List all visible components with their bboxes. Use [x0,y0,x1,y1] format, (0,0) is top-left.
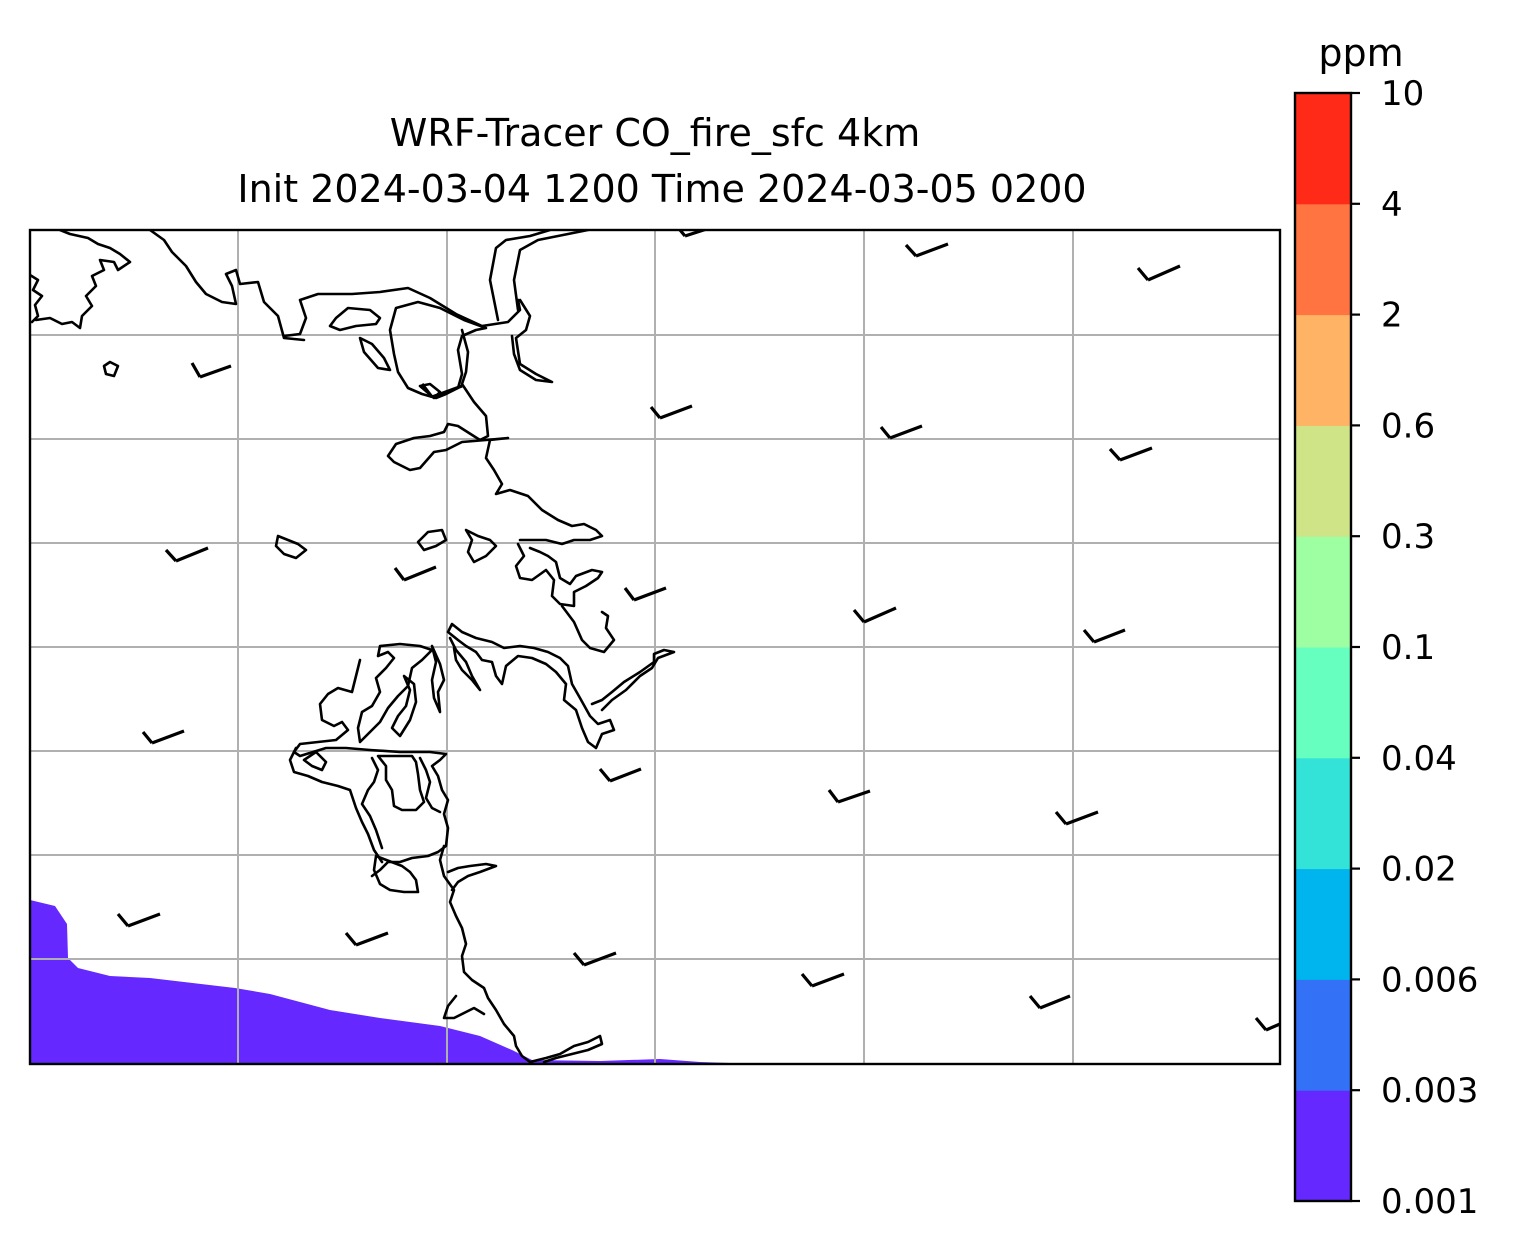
colorbar-band [1295,647,1351,759]
wind-barb [393,565,437,582]
wind-barb [1054,810,1099,826]
colorbar-ticks: 0.001 0.003 0.006 0.02 0.04 0.1 0.3 0.6 2 4 10 [1351,74,1478,1222]
colorbar-band [1295,536,1351,648]
colorbar-unit-label: ppm [1318,31,1403,75]
colorbar-tick-label: 0.006 [1381,960,1478,1000]
wind-barb [1028,994,1071,1010]
colorbar-tick-label: 0.3 [1381,517,1435,557]
wind-barb [852,606,897,624]
colorbar-tick-label: 0.001 [1381,1182,1478,1222]
wind-barb [572,951,617,967]
wind-barb [800,972,845,988]
wind-barb [1108,446,1153,462]
colorbar-bands [1295,93,1351,1202]
wind-barb [598,767,642,783]
wind-barb [827,789,871,804]
colorbar-tick-label: 0.6 [1381,406,1435,446]
colorbar-tick-label: 0.04 [1381,739,1457,779]
wind-barb [344,931,389,947]
wind-barbs [116,230,1280,1032]
map-frame [28,228,1282,1066]
colorbar-band [1295,425,1351,537]
wind-barb [649,404,693,420]
wind-barb [879,424,923,440]
wind-barb [420,383,463,399]
colorbar-band [1295,203,1351,316]
wind-barb [623,586,667,602]
colorbar-tick-label: 0.02 [1381,850,1457,890]
map-panel [28,228,1282,1066]
gridlines [30,230,1280,1064]
colorbar-tick-label: 10 [1381,74,1424,114]
colorbar-band [1295,757,1351,870]
wind-barb [141,729,185,745]
colorbar-tick-label: 0.1 [1381,628,1435,668]
colorbar-band [1295,979,1351,1091]
wind-barb [1254,1016,1280,1032]
colorbar-band [1295,868,1351,980]
colorbar: ppm 0.001 0.003 0.006 0.02 0.04 0.1 0.3 0.6 2 4 10 [1293,31,1478,1222]
colorbar-band [1295,314,1351,426]
colorbar-band [1295,1090,1351,1202]
wind-barb [904,242,949,258]
wind-barb [190,362,232,379]
colorbar-tick-label: 4 [1381,185,1403,225]
wind-barb [1136,264,1181,282]
colorbar-tick-label: 0.003 [1381,1071,1478,1111]
title-line-2: Init 2024-03-04 1200 Time 2024-03-05 020… [237,167,1086,211]
colorbar-tick-label: 2 [1381,296,1403,336]
coastlines [30,230,676,1064]
wind-barb [1082,628,1126,644]
title-line-1: WRF-Tracer CO_fire_sfc 4km [390,111,920,155]
co-plume-contour [30,900,760,1064]
wind-barb [164,546,209,563]
colorbar-band [1295,93,1351,205]
wind-barb [116,912,161,928]
